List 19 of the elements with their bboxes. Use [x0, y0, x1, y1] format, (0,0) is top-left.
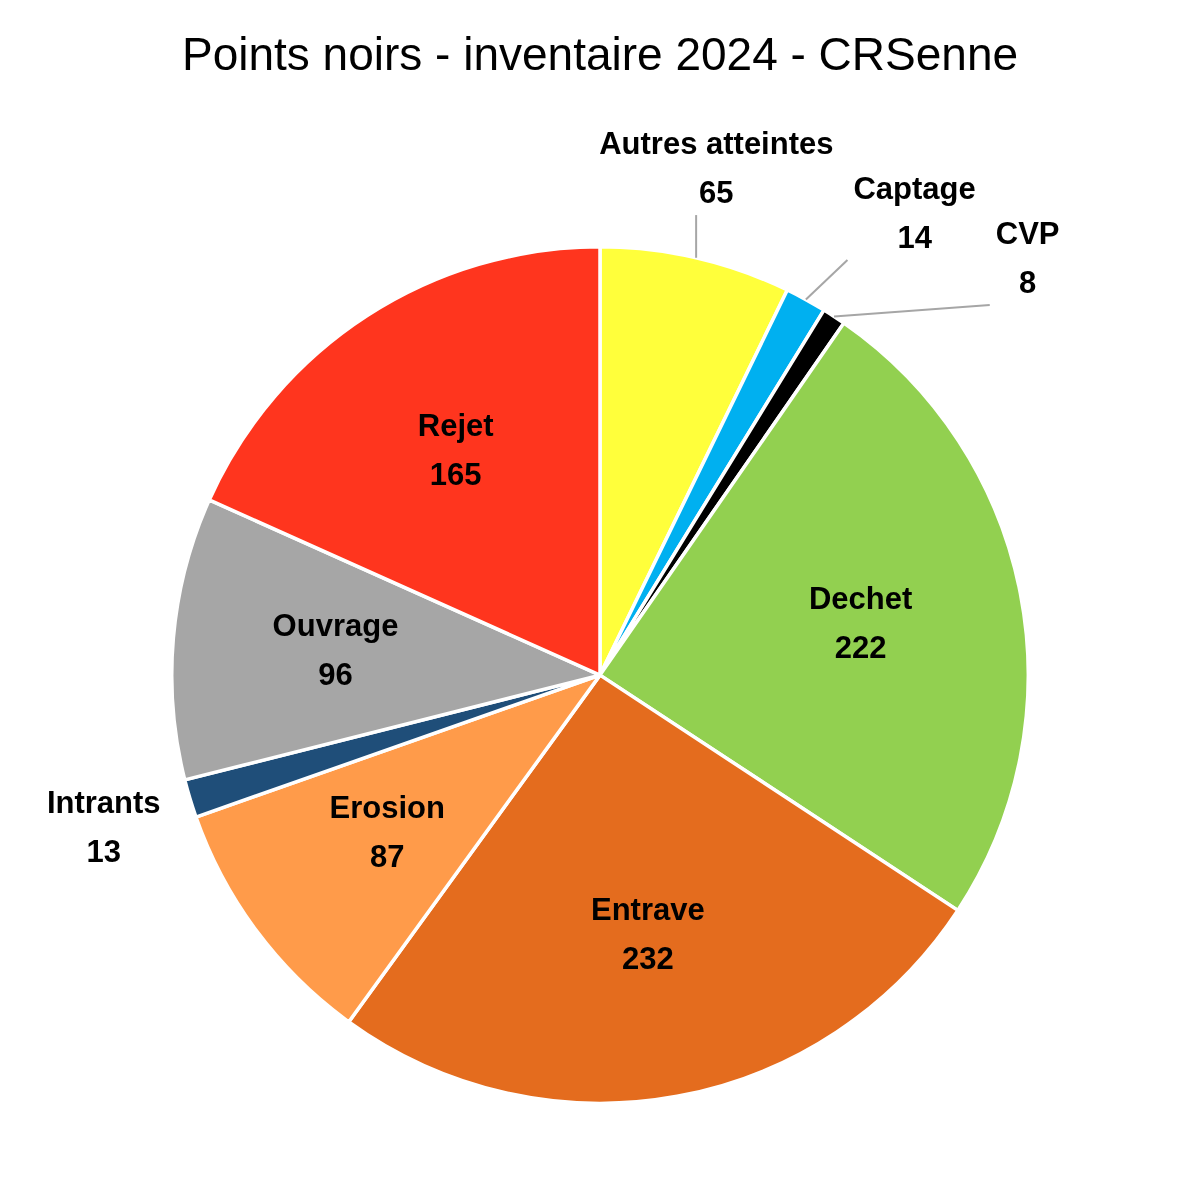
data-label: 8 — [1019, 265, 1037, 301]
slice-label: Rejet — [417, 408, 494, 444]
slice-label: Dechet — [808, 580, 913, 616]
data-label: 87 — [369, 838, 405, 874]
data-label: 14 — [897, 220, 933, 256]
data-label: 222 — [834, 629, 887, 665]
slice-label: Ouvrage — [272, 608, 399, 644]
slice-label: Autres atteintes — [599, 126, 834, 162]
data-label: 96 — [318, 657, 353, 693]
slice-label: Entrave — [590, 892, 705, 928]
data-label: 232 — [621, 941, 674, 977]
data-label: 13 — [86, 833, 122, 869]
slice-label: Erosion — [329, 789, 445, 825]
chart-title: Points noirs - inventaire 2024 - CRSenne — [181, 28, 1019, 81]
data-label: 165 — [429, 457, 482, 493]
slice-label: Intrants — [46, 784, 161, 820]
slice-label: Captage — [853, 171, 976, 207]
data-label: 65 — [699, 175, 734, 211]
slice-label: CVP — [995, 216, 1060, 252]
